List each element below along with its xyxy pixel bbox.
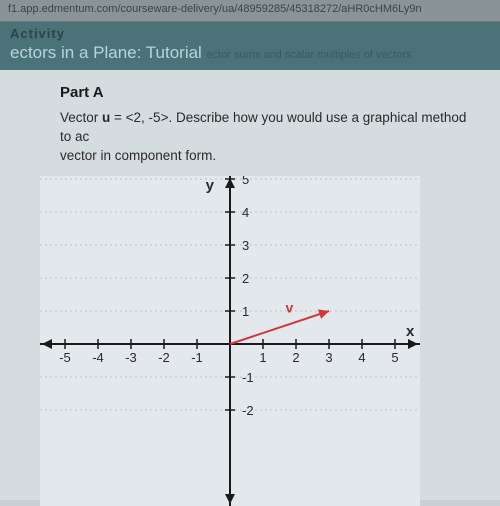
svg-text:4: 4 bbox=[242, 205, 249, 220]
svg-text:-5: -5 bbox=[59, 350, 71, 365]
svg-text:-1: -1 bbox=[191, 350, 203, 365]
cartesian-graph: -5 -4 -3 -2 -1 1 2 3 4 5 5 4 3 2 1 -1 -2 x y v bbox=[40, 176, 420, 506]
svg-text:4: 4 bbox=[358, 350, 365, 365]
prompt-mid: = <2, -5>. Describe how you would use a … bbox=[60, 110, 466, 144]
prompt-line2: vector in component form. bbox=[60, 148, 216, 163]
svg-text:v: v bbox=[286, 299, 294, 315]
svg-text:5: 5 bbox=[242, 176, 249, 187]
svg-text:3: 3 bbox=[242, 238, 249, 253]
url-text: f1.app.edmentum.com/courseware-delivery/… bbox=[8, 3, 422, 15]
prompt-pre: Vector bbox=[60, 110, 102, 125]
svg-text:-2: -2 bbox=[158, 350, 170, 365]
svg-text:1: 1 bbox=[259, 350, 266, 365]
ghost-text: ector sums and scalar multiples of vecto… bbox=[207, 49, 412, 61]
svg-text:2: 2 bbox=[242, 271, 249, 286]
svg-text:1: 1 bbox=[242, 304, 249, 319]
svg-text:-2: -2 bbox=[242, 403, 254, 418]
graph-container: -5 -4 -3 -2 -1 1 2 3 4 5 5 4 3 2 1 -1 -2 x y v bbox=[40, 176, 420, 506]
svg-text:-1: -1 bbox=[242, 370, 254, 385]
svg-text:x: x bbox=[406, 323, 415, 340]
svg-text:y: y bbox=[206, 177, 215, 194]
part-label: Part A bbox=[60, 84, 470, 101]
svg-text:3: 3 bbox=[325, 350, 332, 365]
svg-text:2: 2 bbox=[292, 350, 299, 365]
prompt-text: Vector u = <2, -5>. Describe how you wou… bbox=[60, 109, 470, 166]
activity-label: Activity bbox=[10, 26, 490, 41]
svg-text:-3: -3 bbox=[125, 350, 137, 365]
page-title: ectors in a Plane: Tutorial ector sums a… bbox=[10, 43, 490, 63]
svg-text:-4: -4 bbox=[92, 350, 104, 365]
url-bar: f1.app.edmentum.com/courseware-delivery/… bbox=[0, 0, 500, 22]
header-band: Activity ectors in a Plane: Tutorial ect… bbox=[0, 22, 500, 70]
content-area: Part A Vector u = <2, -5>. Describe how … bbox=[0, 70, 500, 500]
svg-text:5: 5 bbox=[391, 350, 398, 365]
title-text: ectors in a Plane: Tutorial bbox=[10, 43, 202, 62]
